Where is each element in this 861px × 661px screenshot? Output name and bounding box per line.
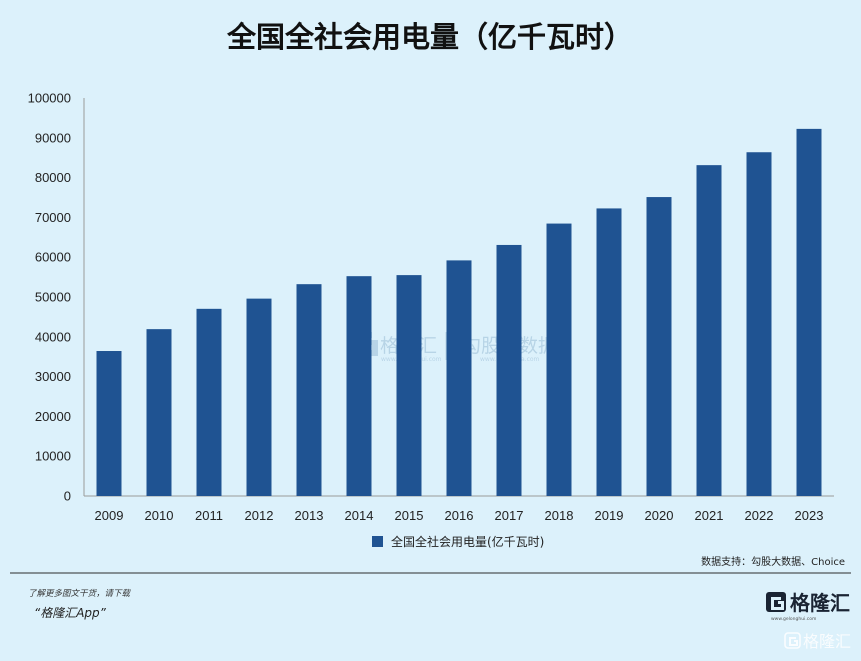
corner-watermark: 格隆汇 bbox=[784, 632, 851, 651]
x-tick-label: 2018 bbox=[545, 508, 574, 523]
logo-domain: www.gelonghui.com bbox=[771, 616, 816, 622]
y-tick-label: 20000 bbox=[35, 409, 71, 424]
y-tick-label: 80000 bbox=[35, 170, 71, 185]
x-tick-label: 2023 bbox=[795, 508, 824, 523]
y-tick-label: 30000 bbox=[35, 369, 71, 384]
x-tick-label: 2021 bbox=[695, 508, 724, 523]
bar-2011 bbox=[196, 308, 222, 496]
source-note: 数据支持：勾股大数据、Choice bbox=[701, 555, 845, 568]
x-axis-ticks: 2009 2010 2011 2012 2013 2014 2015 2016 2017 2018… bbox=[95, 508, 824, 523]
x-tick-label: 2019 bbox=[595, 508, 624, 523]
y-tick-label: 50000 bbox=[35, 290, 71, 305]
legend-swatch bbox=[372, 536, 383, 547]
x-tick-label: 2011 bbox=[195, 508, 223, 523]
y-tick-label: 90000 bbox=[35, 130, 71, 145]
y-axis-ticks: 0 10000 20000 30000 40000 50000 60000 70000 8000… bbox=[28, 91, 71, 504]
bar-2017 bbox=[496, 244, 522, 496]
x-tick-label: 2013 bbox=[295, 508, 324, 523]
footer-promo-line: 了解更多图文干货，请下载 bbox=[28, 588, 132, 599]
bar-2015 bbox=[396, 275, 422, 496]
chart-title: 全国全社会用电量（亿千瓦时） bbox=[226, 20, 633, 54]
x-tick-label: 2022 bbox=[745, 508, 774, 523]
bar-2016 bbox=[446, 260, 472, 496]
x-tick-label: 2012 bbox=[245, 508, 274, 523]
legend: 全国全社会用电量(亿千瓦时) bbox=[372, 534, 544, 549]
y-tick-label: 60000 bbox=[35, 250, 71, 265]
x-tick-label: 2015 bbox=[395, 508, 424, 523]
y-tick-label: 0 bbox=[64, 489, 71, 504]
x-tick-label: 2017 bbox=[495, 508, 524, 523]
bar-2018 bbox=[546, 223, 572, 496]
y-tick-label: 10000 bbox=[35, 449, 71, 464]
bar-2019 bbox=[596, 208, 622, 496]
bar-2012 bbox=[246, 298, 272, 496]
legend-label: 全国全社会用电量(亿千瓦时) bbox=[391, 534, 544, 549]
bar-2014 bbox=[346, 276, 372, 496]
bar-2021 bbox=[696, 165, 722, 496]
bar-2009 bbox=[96, 351, 122, 496]
gelonghui-logo: 格隆汇 www.gelonghui.com bbox=[766, 591, 850, 622]
x-tick-label: 2020 bbox=[645, 508, 674, 523]
y-tick-label: 40000 bbox=[35, 329, 71, 344]
bar-series bbox=[96, 128, 822, 497]
x-tick-label: 2010 bbox=[145, 508, 174, 523]
y-tick-label: 70000 bbox=[35, 210, 71, 225]
corner-watermark-text: 格隆汇 bbox=[803, 632, 851, 651]
bar-2022 bbox=[746, 152, 772, 496]
bar-2010 bbox=[146, 329, 172, 496]
logo-name: 格隆汇 bbox=[790, 591, 850, 615]
bar-2013 bbox=[296, 284, 322, 496]
x-tick-label: 2016 bbox=[445, 508, 474, 523]
x-tick-label: 2014 bbox=[345, 508, 374, 523]
x-tick-label: 2009 bbox=[95, 508, 124, 523]
y-tick-label: 100000 bbox=[28, 91, 71, 106]
bar-2020 bbox=[646, 197, 672, 496]
bar-2023 bbox=[796, 128, 822, 497]
footer-app-line: “格隆汇App” bbox=[34, 606, 107, 620]
